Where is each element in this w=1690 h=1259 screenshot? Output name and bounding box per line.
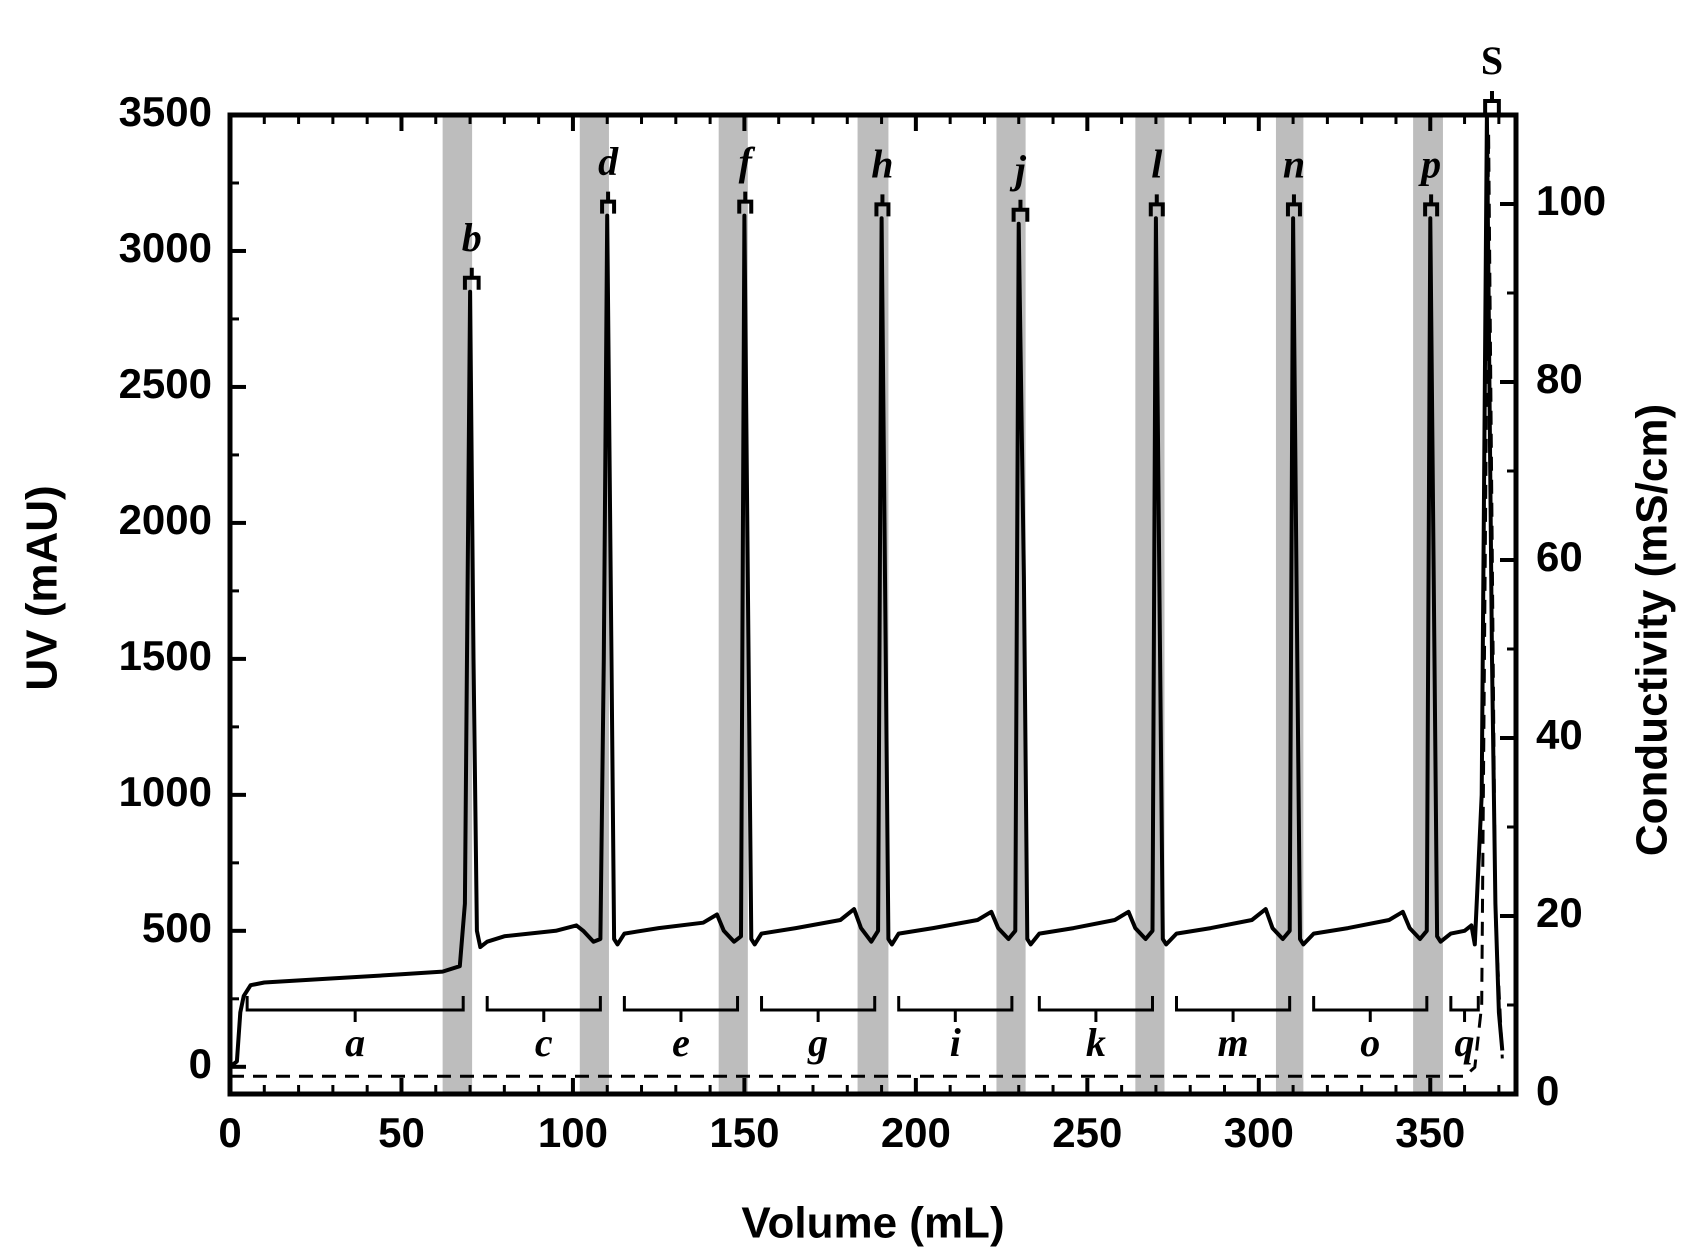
fraction-bracket — [1483, 91, 1501, 113]
fraction-label: n — [1283, 142, 1305, 187]
x-axis-title: Volume (mL) — [741, 1199, 1004, 1248]
fraction-bracket — [485, 996, 602, 1022]
fraction-label: e — [672, 1020, 690, 1065]
fraction-bracket — [245, 996, 465, 1022]
fraction-label: a — [345, 1020, 365, 1065]
plot-frame — [227, 112, 1519, 1097]
fraction-label: f — [739, 139, 756, 184]
fraction-label: b — [462, 215, 482, 260]
x-tick-label: 200 — [881, 1109, 951, 1156]
y-tick-label: 2000 — [119, 496, 212, 543]
fraction-label: g — [807, 1020, 828, 1065]
y-tick-label: 1500 — [119, 632, 212, 679]
y-tick-label: 3000 — [119, 224, 212, 271]
fraction-label: i — [950, 1020, 961, 1065]
fraction-label: c — [535, 1020, 553, 1065]
y-tick-label: 500 — [142, 904, 212, 951]
fraction-bracket — [737, 191, 754, 214]
fraction-bracket — [1312, 996, 1429, 1022]
fraction-label: q — [1455, 1020, 1475, 1065]
y2-tick-label: 0 — [1536, 1067, 1559, 1114]
y-tick-label: 2500 — [119, 360, 212, 407]
fraction-bracket — [897, 996, 1014, 1022]
uv-line — [230, 113, 1505, 1069]
y2-tick-label: 100 — [1536, 177, 1606, 224]
fraction-bracket — [1449, 996, 1480, 1022]
x-tick-label: 300 — [1224, 1109, 1294, 1156]
x-tick-label: 350 — [1395, 1109, 1465, 1156]
y-tick-label: 0 — [189, 1040, 212, 1087]
x-tick-label: 0 — [218, 1109, 241, 1156]
fraction-label: o — [1360, 1020, 1380, 1065]
fraction-label: m — [1218, 1020, 1249, 1065]
fraction-bracket — [462, 267, 481, 290]
fraction-bracket — [1011, 199, 1030, 222]
fraction-label: h — [871, 142, 893, 187]
fraction-label: l — [1151, 142, 1163, 187]
fraction-bracket — [760, 996, 877, 1022]
fraction-bracket — [1037, 996, 1154, 1022]
y-axis-title: UV (mAU) — [18, 485, 67, 690]
y2-tick-label: 20 — [1536, 889, 1583, 936]
y2-tick-label: 60 — [1536, 533, 1583, 580]
fraction-bracket — [874, 194, 891, 217]
fraction-bracket — [1148, 194, 1165, 217]
fraction-label: k — [1086, 1020, 1106, 1065]
fraction-label: S — [1481, 38, 1503, 83]
x-tick-label: 250 — [1052, 1109, 1122, 1156]
x-tick-label: 100 — [538, 1109, 608, 1156]
fraction-bracket — [600, 191, 617, 214]
fraction-bracket — [1285, 194, 1302, 217]
y2-axis-title: Conductivity (mS/cm) — [1628, 404, 1677, 856]
fraction-bracket — [622, 996, 740, 1022]
y-tick-label: 1000 — [119, 768, 212, 815]
x-tick-label: 50 — [378, 1109, 425, 1156]
fraction-label: p — [1418, 142, 1441, 187]
y2-tick-label: 40 — [1536, 711, 1583, 758]
fraction-label: d — [598, 139, 619, 184]
fraction-bracket — [1175, 996, 1292, 1022]
x-tick-label: 150 — [709, 1109, 779, 1156]
y-tick-label: 3500 — [119, 88, 212, 135]
fraction-bracket — [1423, 194, 1440, 217]
y2-tick-label: 80 — [1536, 355, 1583, 402]
